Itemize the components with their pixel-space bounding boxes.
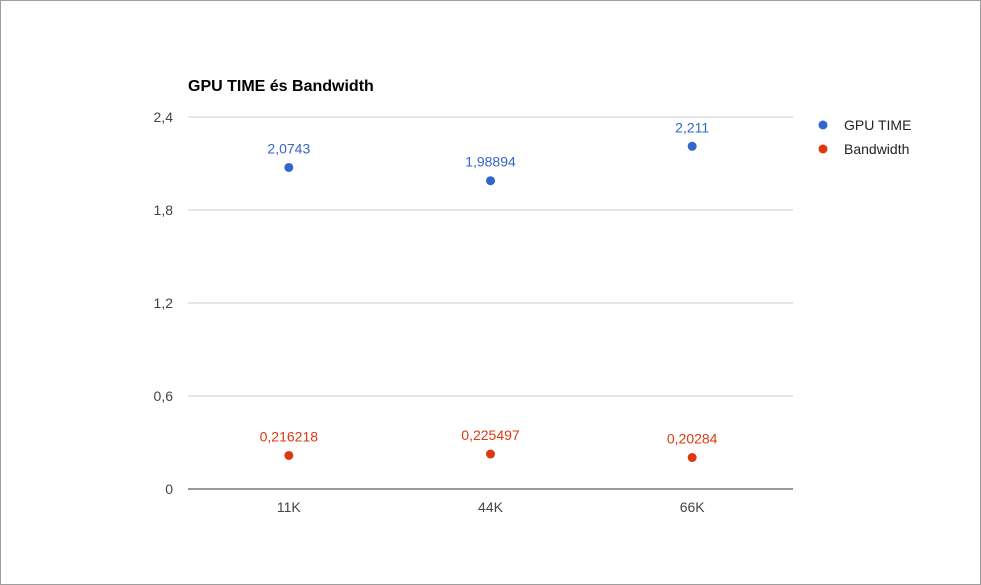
y-tick-label: 2,4 [154,109,174,125]
x-tick-label: 44K [478,499,504,515]
data-point [284,450,294,460]
legend-marker [818,120,828,130]
gridlines [188,116,793,490]
x-tick-label: 11K [277,499,302,515]
legend-label: GPU TIME [844,117,911,133]
data-label: 0,216218 [260,428,319,444]
legend-label: Bandwidth [844,141,909,157]
legend-marker [818,144,828,154]
data-label: 2,0743 [267,140,310,156]
y-axis-ticks: 0 0,6 1,2 1,8 2,4 [154,109,174,497]
y-tick-label: 1,2 [154,295,174,311]
y-tick-label: 1,8 [154,202,174,218]
data-label: 0,20284 [667,431,718,447]
data-point [486,449,495,459]
data-label: 1,98894 [465,154,516,170]
data-points: 2,0743 1,98894 2,211 0,216218 0,225497 0,2028… [260,119,718,463]
legend: GPU TIME Bandwidth [818,117,911,157]
data-label: 0,225497 [461,427,520,443]
data-point [284,162,294,172]
data-point [687,453,697,463]
x-axis-ticks: 11K 44K 66K [277,499,705,515]
x-tick-label: 66K [680,499,706,515]
data-label: 2,211 [675,119,709,135]
data-point [486,176,495,186]
y-tick-label: 0 [165,481,173,497]
chart-title: GPU TIME és Bandwidth [188,78,374,95]
y-tick-label: 0,6 [154,388,174,404]
data-point [687,141,697,151]
